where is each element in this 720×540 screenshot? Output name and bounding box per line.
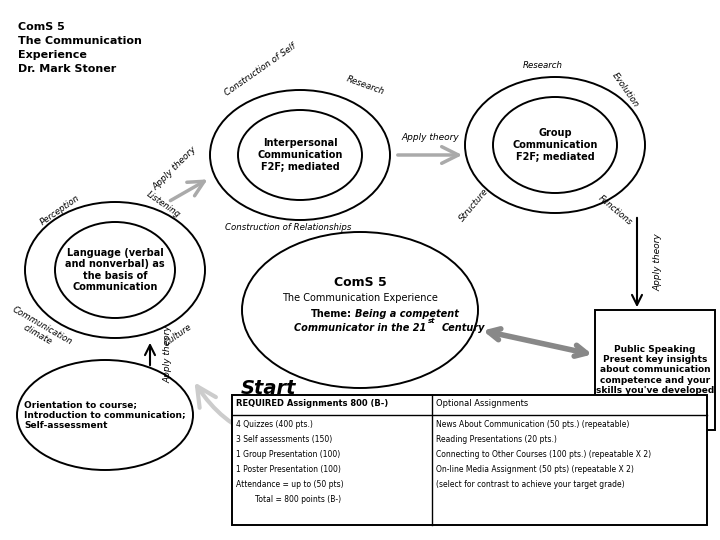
Text: Group
Communication
F2F; mediated: Group Communication F2F; mediated bbox=[513, 129, 598, 161]
Text: Apply theory: Apply theory bbox=[401, 133, 459, 143]
Text: Connecting to Other Courses (100 pts.) (repeatable X 2): Connecting to Other Courses (100 pts.) (… bbox=[436, 450, 651, 459]
Text: Apply theory: Apply theory bbox=[151, 144, 199, 192]
Text: Public Speaking
Present key insights
about communication
competence and your
ski: Public Speaking Present key insights abo… bbox=[596, 345, 714, 395]
Text: Interpersonal
Communication
F2F; mediated: Interpersonal Communication F2F; mediate… bbox=[257, 138, 343, 172]
Text: Culture: Culture bbox=[163, 322, 194, 348]
Text: ComS 5
The Communication
Experience
Dr. Mark Stoner: ComS 5 The Communication Experience Dr. … bbox=[18, 22, 142, 74]
Text: Total = 800 points (B-): Total = 800 points (B-) bbox=[236, 495, 341, 504]
Text: Language (verbal
and nonverbal) as
the basis of
Communication: Language (verbal and nonverbal) as the b… bbox=[66, 248, 165, 292]
Text: Century: Century bbox=[442, 323, 485, 333]
Text: Research: Research bbox=[523, 60, 563, 70]
Text: Optional Assignments: Optional Assignments bbox=[436, 399, 528, 408]
Text: Communicator in the 21: Communicator in the 21 bbox=[294, 323, 426, 333]
Text: Construction of Relationships: Construction of Relationships bbox=[225, 224, 351, 233]
Text: 4 Quizzes (400 pts.): 4 Quizzes (400 pts.) bbox=[236, 420, 313, 429]
Bar bbox=[595, 310, 715, 430]
Ellipse shape bbox=[17, 360, 193, 470]
Bar bbox=[232, 395, 707, 525]
Text: Communication
climate: Communication climate bbox=[6, 305, 74, 355]
Text: 1 Group Presentation (100): 1 Group Presentation (100) bbox=[236, 450, 341, 459]
Text: REQUIRED Assignments 800 (B-): REQUIRED Assignments 800 (B-) bbox=[236, 399, 388, 408]
Text: Start: Start bbox=[240, 379, 296, 397]
Text: The Communication Experience: The Communication Experience bbox=[282, 293, 438, 303]
Text: st: st bbox=[428, 318, 436, 324]
Text: Being a competent: Being a competent bbox=[355, 309, 459, 319]
Text: Functions: Functions bbox=[596, 193, 634, 227]
Text: Research: Research bbox=[345, 74, 385, 96]
Text: Construction of Self: Construction of Self bbox=[222, 42, 297, 98]
Text: Reading Presentations (20 pts.): Reading Presentations (20 pts.) bbox=[436, 435, 557, 444]
Text: Orientation to course;
Introduction to communication;
Self-assessment: Orientation to course; Introduction to c… bbox=[24, 400, 186, 430]
Text: Structure: Structure bbox=[458, 187, 490, 224]
Ellipse shape bbox=[238, 110, 362, 200]
Text: Theme:: Theme: bbox=[311, 309, 352, 319]
Text: ComS 5: ComS 5 bbox=[333, 275, 387, 288]
Ellipse shape bbox=[55, 222, 175, 318]
Text: Apply theory: Apply theory bbox=[654, 233, 662, 291]
Text: Evolution: Evolution bbox=[610, 71, 640, 109]
Text: 1 Poster Presentation (100): 1 Poster Presentation (100) bbox=[236, 465, 341, 474]
Text: Listening: Listening bbox=[145, 190, 181, 220]
Text: Apply theory: Apply theory bbox=[163, 325, 173, 383]
Text: Attendance = up to (50 pts): Attendance = up to (50 pts) bbox=[236, 480, 343, 489]
Ellipse shape bbox=[493, 97, 617, 193]
Ellipse shape bbox=[242, 232, 478, 388]
Text: (select for contrast to achieve your target grade): (select for contrast to achieve your tar… bbox=[436, 480, 624, 489]
Text: Perception: Perception bbox=[39, 193, 81, 227]
Text: 3 Self assessments (150): 3 Self assessments (150) bbox=[236, 435, 332, 444]
Text: News About Communication (50 pts.) (repeatable): News About Communication (50 pts.) (repe… bbox=[436, 420, 629, 429]
Text: On-line Media Assignment (50 pts) (repeatable X 2): On-line Media Assignment (50 pts) (repea… bbox=[436, 465, 634, 474]
